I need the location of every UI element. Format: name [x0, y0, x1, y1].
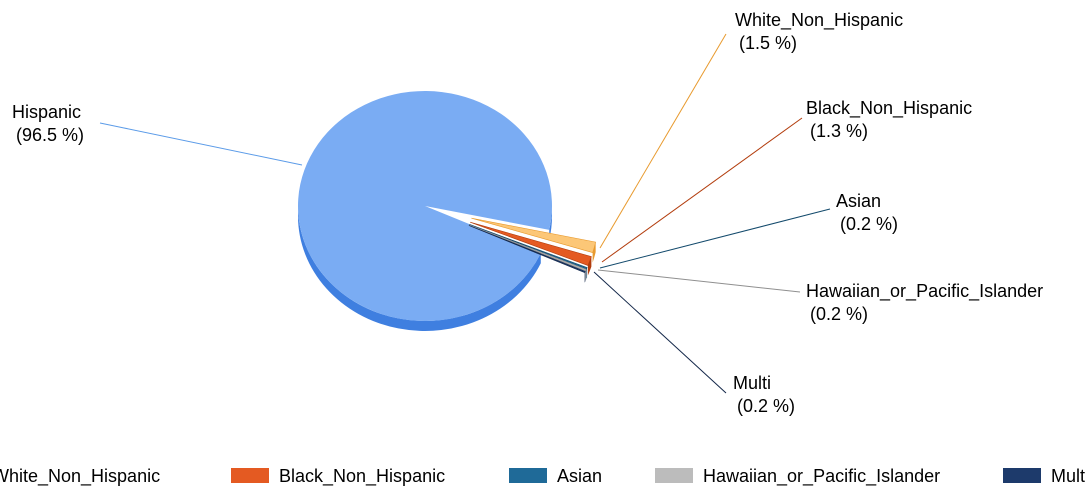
legend-swatch-hawaiian-or-pacific-islander	[655, 468, 693, 483]
leader-line-white-non-hispanic	[599, 33, 727, 249]
legend-label-black-non-hispanic: Black_Non_Hispanic	[279, 466, 445, 487]
label-pct-asian: (0.2 %)	[840, 214, 898, 234]
label-name-white-non-hispanic: White_Non_Hispanic	[735, 10, 903, 31]
label-name-hawaiian-or-pacific-islander: Hawaiian_or_Pacific_Islander	[806, 281, 1043, 302]
legend-swatch-multi	[1003, 468, 1041, 483]
leader-line-hispanic	[99, 122, 303, 166]
legend-label-multi: Multi	[1051, 466, 1085, 486]
legend-label-white-non-hispanic: White_Non_Hispanic	[0, 466, 160, 487]
pie-slice-white-non-hispanic	[471, 217, 597, 253]
pie-slice-side-white-non-hispanic	[592, 242, 596, 263]
legend-swatch-asian	[509, 468, 547, 483]
pie-slice-asian	[469, 224, 588, 270]
pie-slice-side-black-non-hispanic	[587, 256, 592, 276]
pie-slice-side-asian	[586, 267, 588, 279]
legend-label-asian: Asian	[557, 466, 602, 486]
pie-slice-side-multi	[584, 271, 586, 283]
label-name-multi: Multi	[733, 373, 771, 393]
label-pct-white-non-hispanic: (1.5 %)	[739, 33, 797, 53]
label-name-hispanic: Hispanic	[12, 102, 81, 122]
leader-line-black-non-hispanic	[601, 117, 803, 263]
pie-slice-side-hawaiian-or-pacific-islander	[585, 269, 587, 281]
label-pct-multi: (0.2 %)	[737, 396, 795, 416]
pie-slice-hispanic	[297, 91, 552, 322]
label-pct-hispanic: (96.5 %)	[16, 125, 84, 145]
pie-slice-hawaiian-or-pacific-islander	[469, 224, 587, 272]
label-name-asian: Asian	[836, 191, 881, 211]
label-name-black-non-hispanic: Black_Non_Hispanic	[806, 98, 972, 119]
legend-swatch-black-non-hispanic	[231, 468, 269, 483]
pie-slice-black-non-hispanic	[470, 221, 592, 266]
leader-line-multi	[593, 271, 727, 394]
leader-line-hawaiian-or-pacific-islander	[597, 269, 801, 293]
legend-label-hawaiian-or-pacific-islander: Hawaiian_or_Pacific_Islander	[703, 466, 940, 487]
label-pct-hawaiian-or-pacific-islander: (0.2 %)	[810, 304, 868, 324]
pie-slice-multi	[468, 225, 586, 274]
label-pct-black-non-hispanic: (1.3 %)	[810, 121, 868, 141]
leader-line-asian	[599, 208, 831, 269]
